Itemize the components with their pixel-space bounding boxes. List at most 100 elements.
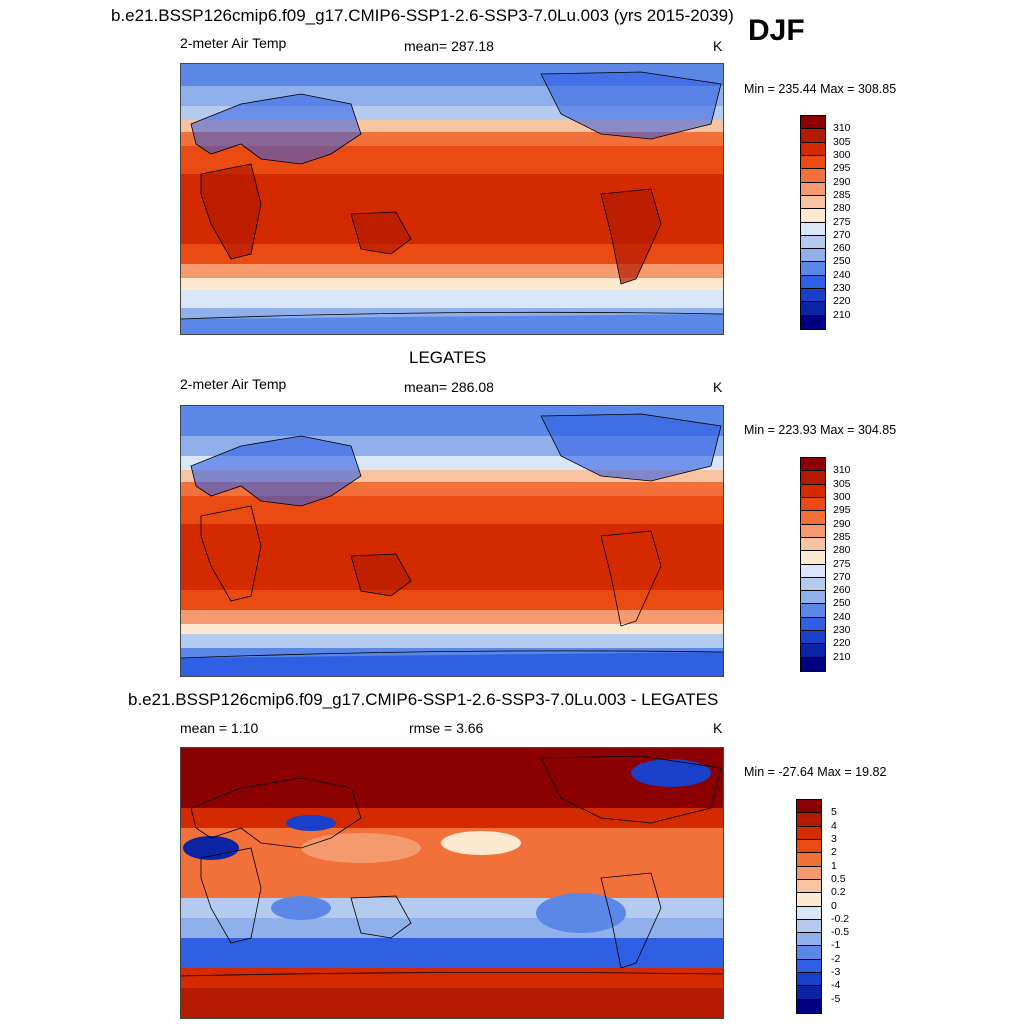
- panel3-colorbar-swatch: [797, 919, 821, 934]
- panel1-colorbar-swatch: [801, 182, 825, 196]
- panel3-colorbar-swatch: [797, 853, 821, 867]
- panel3-difference-field: [181, 748, 723, 1018]
- panel3-colorbar-swatch: [797, 800, 821, 814]
- panel1-colorbar-swatch: [801, 222, 825, 236]
- panel1-colorbar-swatch: [801, 275, 825, 290]
- panel2-units-label: K: [713, 379, 723, 395]
- panel3-colorbar-swatch: [797, 866, 821, 880]
- panel2-colorbar-tick-label: 250: [833, 597, 851, 610]
- panel3-colorbar-swatch: [797, 986, 821, 1000]
- panel3-units-label: K: [713, 720, 723, 736]
- panel3-colorbar-swatch: [797, 813, 821, 827]
- panel2-colorbar-swatch: [801, 644, 825, 658]
- panel1-temperature-field: [181, 64, 723, 334]
- panel3-map: [180, 747, 724, 1019]
- panel1-colorbar-tick-label: 280: [833, 202, 851, 215]
- panel1-colorbar-swatch: [801, 302, 825, 316]
- panel1-colorbar-tick-label: 295: [833, 162, 851, 175]
- panel2-colorbar-swatch: [801, 537, 825, 552]
- panel1-colorbar-swatch: [801, 249, 825, 263]
- panel3-colorbar-swatch: [797, 893, 821, 907]
- panel2-variable-label: 2-meter Air Temp: [180, 376, 287, 392]
- panel2-colorbar-swatch: [801, 617, 825, 632]
- panel2-colorbar-tick-label: 295: [833, 504, 851, 517]
- panel2-colorbar-swatch: [801, 471, 825, 485]
- panel1-mean-label: mean= 287.18: [404, 38, 494, 54]
- panel2-colorbar-tick-label: 220: [833, 637, 851, 650]
- panel1-colorbar-tick-label: 250: [833, 255, 851, 268]
- panel3-colorbar-swatch: [797, 906, 821, 920]
- panel2-colorbar-swatch: [801, 577, 825, 592]
- panel2-colorbar-swatch: [801, 604, 825, 618]
- panel3-colorbar-swatch: [797, 959, 821, 974]
- panel2-temperature-field: [181, 406, 723, 676]
- panel1-colorbar-swatch: [801, 129, 825, 143]
- panel2-mean-label: mean= 286.08: [404, 379, 494, 395]
- panel1-colorbar-tick-label: 275: [833, 215, 851, 228]
- panel2-colorbar-swatch: [801, 458, 825, 472]
- panel3-colorbar-tick-label: 4: [831, 819, 837, 832]
- panel3-colorbar-tick-label: 0.5: [831, 872, 846, 885]
- panel3-colorbar-tick-label: -0.5: [831, 926, 850, 939]
- panel3-colorbar-swatch: [797, 933, 821, 947]
- panel3-minmax: Min = -27.64 Max = 19.82: [744, 765, 887, 779]
- panel1-units-label: K: [713, 38, 723, 54]
- panel1-colorbar-swatch: [801, 209, 825, 223]
- panel3-colorbar-swatch: [797, 839, 821, 854]
- panel3-colorbar-swatch: [797, 973, 821, 987]
- panel3-title: b.e21.BSSP126cmip6.f09_g17.CMIP6-SSP1-2.…: [128, 690, 719, 709]
- panel2-colorbar-tick-label: 290: [833, 517, 851, 530]
- panel2-colorbar: [800, 457, 826, 672]
- panel2-colorbar-swatch: [801, 564, 825, 578]
- panel1-colorbar-swatch: [801, 169, 825, 183]
- panel2-colorbar-tick-label: 270: [833, 570, 851, 583]
- panel2-colorbar-tick-label: 210: [833, 650, 851, 663]
- panel2-colorbar-tick-label: 310: [833, 464, 851, 477]
- panel2-colorbar-swatch: [801, 511, 825, 525]
- panel1-minmax: Min = 235.44 Max = 308.85: [744, 82, 897, 96]
- panel1-variable-label: 2-meter Air Temp: [180, 35, 287, 51]
- season-label: DJF: [748, 14, 805, 47]
- panel3-colorbar-tick-label: 1: [831, 859, 837, 872]
- panel2-colorbar-swatch: [801, 551, 825, 565]
- panel1-colorbar-tick-label: 260: [833, 242, 851, 255]
- panel3-colorbar-tick-label: -4: [831, 979, 841, 992]
- panel2-colorbar-tick-label: 275: [833, 557, 851, 570]
- panel3-colorbar-tick-label: -5: [831, 992, 841, 1005]
- panel3-colorbar-tick-label: -3: [831, 966, 841, 979]
- panel2-colorbar-swatch: [801, 497, 825, 512]
- panel3-colorbar-tick-label: 3: [831, 832, 837, 845]
- panel2-colorbar-tick-label: 305: [833, 477, 851, 490]
- panel3-colorbar-tick-label: -0.2: [831, 912, 850, 925]
- panel3-colorbar-swatch: [797, 999, 821, 1013]
- panel1-colorbar-tick-label: 240: [833, 268, 851, 281]
- panel1-colorbar-swatch: [801, 116, 825, 130]
- panel2-colorbar-swatch: [801, 657, 825, 671]
- panel1-colorbar: [800, 115, 826, 330]
- panel2-map: [180, 405, 724, 677]
- panel1-colorbar-tick-label: 270: [833, 228, 851, 241]
- panel3-colorbar-tick-label: 5: [831, 806, 837, 819]
- panel3-rmse-label: rmse = 3.66: [409, 720, 484, 736]
- panel3-colorbar-tick-label: -1: [831, 939, 841, 952]
- panel1-title: b.e21.BSSP126cmip6.f09_g17.CMIP6-SSP1-2.…: [111, 6, 734, 25]
- panel3-mean-label: mean = 1.10: [180, 720, 259, 736]
- panel3-colorbar-tick-label: 2: [831, 846, 837, 859]
- panel2-colorbar-swatch: [801, 524, 825, 538]
- panel2-minmax: Min = 223.93 Max = 304.85: [744, 423, 897, 437]
- panel2-colorbar-swatch: [801, 631, 825, 645]
- panel1-colorbar-tick-label: 230: [833, 282, 851, 295]
- panel1-colorbar-tick-label: 290: [833, 175, 851, 188]
- panel3-colorbar-tick-label: 0.2: [831, 886, 846, 899]
- panel2-colorbar-tick-label: 300: [833, 490, 851, 503]
- panel1-map: [180, 63, 724, 335]
- panel1-colorbar-tick-label: 305: [833, 135, 851, 148]
- panel3-colorbar-tick-label: 0: [831, 899, 837, 912]
- panel2-colorbar-tick-label: 285: [833, 530, 851, 543]
- panel1-colorbar-swatch: [801, 142, 825, 156]
- panel3-colorbar: [796, 799, 822, 1014]
- panel2-colorbar-swatch: [801, 484, 825, 498]
- panel3-colorbar-swatch: [797, 879, 821, 894]
- panel1-colorbar-swatch: [801, 315, 825, 329]
- panel1-colorbar-swatch: [801, 195, 825, 210]
